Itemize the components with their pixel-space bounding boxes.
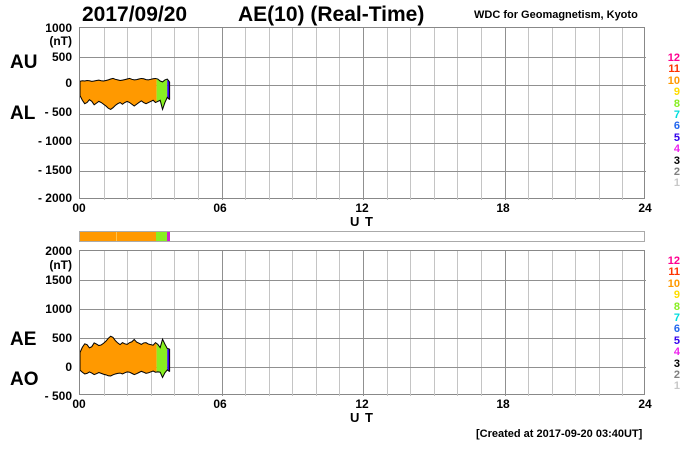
legend-item-9: 9: [673, 86, 680, 99]
legend-item-2: 2: [673, 368, 680, 381]
bot-xtick-24: 24: [638, 397, 652, 411]
legend-item-2: 2: [673, 165, 680, 178]
ao-series-label: AO: [10, 369, 39, 390]
legend-item-8: 8: [673, 300, 680, 313]
top-xtick-12: 12: [355, 201, 369, 215]
chart-date: 2017/09/20: [82, 3, 188, 26]
top-unit-label: (nT): [49, 34, 72, 48]
coverage-segment-0: [80, 232, 117, 241]
legend-item-10: 10: [667, 277, 680, 290]
created-timestamp: [Created at 2017-09-20 03:40UT]: [476, 428, 643, 440]
au-series-label: AU: [10, 52, 38, 73]
data-coverage-bar: [79, 231, 645, 242]
legend-item-11: 11: [668, 266, 680, 279]
legend-item-1: 1: [673, 177, 680, 190]
legend-item-4: 4: [673, 143, 680, 156]
legend-item-12: 12: [667, 255, 680, 267]
top-ytick-m500: - 500: [44, 105, 72, 119]
top-ytick-m2000: - 2000: [37, 191, 72, 205]
bot-xtick-06: 06: [213, 397, 227, 411]
bot-x-axis-label: U T: [350, 410, 374, 425]
legend-item-6: 6: [673, 323, 680, 336]
coverage-segment-2: [156, 232, 167, 241]
ae-ao-data-area: [80, 335, 171, 379]
top-x-axis-label: U T: [350, 214, 374, 229]
legend-item-12: 12: [667, 52, 680, 64]
top-ytick-0: 0: [65, 76, 72, 90]
ae-ao-gridlines: [80, 251, 646, 396]
legend-item-5: 5: [673, 131, 680, 144]
legend-item-8: 8: [673, 97, 680, 110]
legend-item-3: 3: [673, 357, 680, 370]
legend-item-10: 10: [667, 74, 680, 87]
coverage-segment-divider: [116, 232, 118, 241]
au-al-data-area: [80, 77, 171, 112]
bot-ytick-m500: - 500: [44, 389, 72, 403]
top-intensity-legend: 12 11 10 9 8 7 6 5 4 3 2 1: [660, 52, 686, 190]
bot-ytick-2000: 2000: [45, 244, 72, 258]
legend-item-3: 3: [673, 154, 680, 167]
top-xtick-24: 24: [638, 201, 652, 215]
top-xtick-06: 06: [213, 201, 227, 215]
top-ytick-1000: 1000: [45, 21, 72, 35]
top-ytick-m1500: - 1500: [37, 163, 72, 177]
legend-item-7: 7: [673, 311, 680, 324]
top-xtick-00: 00: [72, 201, 86, 215]
top-ytick-m1000: - 1000: [37, 134, 72, 148]
coverage-segment-3: [166, 232, 170, 241]
legend-item-6: 6: [673, 120, 680, 133]
coverage-segment-1: [116, 232, 157, 241]
coverage-segment-4: [169, 232, 644, 241]
ae-series-label: AE: [10, 329, 37, 350]
bot-ytick-1000: 1000: [45, 302, 72, 316]
au-al-gridlines: [80, 28, 646, 200]
ae-ao-plot-panel: [79, 250, 646, 396]
page-title: AE(10) (Real-Time): [238, 3, 425, 26]
top-ytick-500: 500: [51, 50, 72, 64]
legend-item-11: 11: [668, 63, 680, 76]
au-al-plot-panel: [79, 27, 646, 200]
legend-item-9: 9: [673, 289, 680, 302]
bot-ytick-500: 500: [51, 331, 72, 345]
bottom-intensity-legend: 12 11 10 9 8 7 6 5 4 3 2 1: [660, 255, 686, 393]
data-source-label: WDC for Geomagnetism, Kyoto: [474, 9, 638, 21]
bot-xtick-00: 00: [72, 397, 86, 411]
al-series-label: AL: [10, 103, 36, 124]
bot-unit-label: (nT): [49, 258, 72, 272]
top-xtick-18: 18: [496, 201, 510, 215]
legend-item-5: 5: [673, 334, 680, 347]
bot-xtick-12: 12: [355, 397, 369, 411]
legend-item-1: 1: [673, 380, 680, 393]
legend-item-4: 4: [673, 346, 680, 359]
legend-item-7: 7: [673, 108, 680, 121]
bot-ytick-0: 0: [65, 360, 72, 374]
bot-xtick-18: 18: [496, 397, 510, 411]
bot-ytick-1500: 1500: [45, 273, 72, 287]
